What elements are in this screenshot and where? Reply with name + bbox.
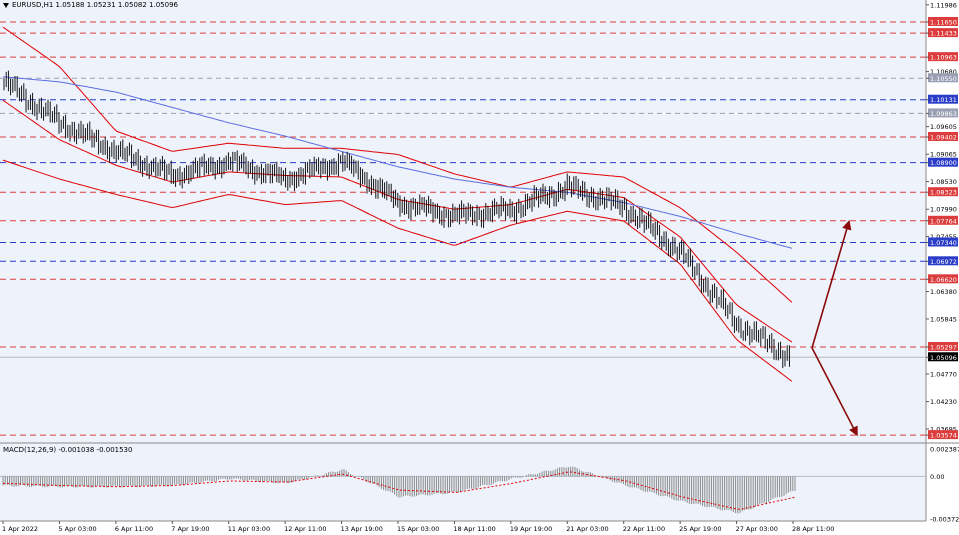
price-label-26: 1.03695 — [930, 425, 957, 433]
price-label-7: 1.09863 — [930, 110, 957, 118]
price-label-23: 1.05096 — [930, 354, 957, 362]
price-label-12: 1.08530 — [930, 178, 957, 186]
time-label-14: 28 Apr 11:00 — [792, 525, 834, 533]
price-label-6: 1.10131 — [930, 96, 957, 104]
macd-signal-line — [2, 471, 796, 510]
price-tag-bg-9 — [928, 131, 958, 141]
price-label-27: 1.03574 — [930, 432, 957, 440]
macd-header: MACD(12,26,9) -0.001038 -0.001530 — [3, 446, 132, 454]
price-label-14: 1.07990 — [930, 206, 957, 214]
time-label-10: 21 Apr 03:00 — [566, 525, 608, 533]
macd-header-text: MACD(12,26,9) -0.001038 -0.001530 — [3, 446, 133, 454]
price-tag-bg-6 — [928, 94, 958, 104]
support-resistance-levels — [0, 21, 926, 436]
price-tag-bg-5 — [928, 73, 958, 83]
price-label-2: 1.11433 — [930, 30, 957, 38]
price-label-15: 1.07764 — [930, 217, 957, 225]
up-projection-arrow — [811, 219, 852, 349]
price-label-25: 1.04230 — [930, 398, 957, 406]
time-label-5: 12 Apr 11:00 — [284, 525, 326, 533]
time-label-1: 5 Apr 03:00 — [58, 525, 96, 533]
price-tag-bg-15 — [928, 215, 958, 225]
price-label-3: 1.10963 — [930, 54, 957, 62]
price-label-20: 1.06380 — [930, 288, 957, 296]
symbol-ohlc-text: EURUSD,H1 1.05188 1.05231 1.05082 1.0509… — [12, 1, 178, 9]
price-tag-bg-11 — [928, 157, 958, 167]
price-tag-bg-19 — [928, 274, 958, 284]
macd-scale-label-1: 0.00 — [930, 473, 944, 481]
time-axis[interactable]: 1 Apr 2022 5 Apr 03:00 6 Apr 11:00 7 Apr 19… — [2, 521, 834, 533]
price-label-1: 1.11650 — [930, 18, 957, 26]
price-tag-bg-2 — [928, 28, 958, 38]
price-candles — [3, 70, 790, 369]
time-label-0: 1 Apr 2022 — [2, 525, 38, 533]
price-label-17: 1.07340 — [930, 239, 957, 247]
price-label-11: 1.08900 — [930, 159, 957, 167]
price-tag-bg-18 — [928, 256, 958, 266]
price-label-22: 1.05297 — [930, 343, 957, 351]
price-tag-bg-17 — [928, 237, 958, 247]
price-scale[interactable]: 1.11986 1.11650 1.11433 1.10963 1.106801.105… — [926, 1, 959, 524]
price-label-13: 1.08323 — [930, 189, 957, 197]
time-label-13: 27 Apr 03:00 — [736, 525, 778, 533]
main-plot-background — [0, 0, 926, 443]
macd-indicator — [0, 466, 926, 514]
price-tag-bg-22 — [928, 341, 958, 351]
price-label-16: 1.07455 — [930, 233, 957, 241]
price-label-10: 1.09065 — [930, 151, 957, 159]
price-label-24: 1.04770 — [930, 370, 957, 378]
moving-average-line — [2, 76, 793, 249]
price-label-9: 1.09402 — [930, 133, 957, 141]
price-tag-bg-13 — [928, 187, 958, 197]
projection-arrows[interactable] — [811, 219, 858, 437]
price-label-21: 1.05845 — [930, 315, 957, 323]
time-label-9: 19 Apr 19:00 — [510, 525, 552, 533]
price-label-4: 1.10680 — [930, 68, 957, 76]
price-label-18: 1.06972 — [930, 258, 957, 266]
time-label-12: 25 Apr 19:00 — [679, 525, 721, 533]
symbol-ohlc-header: EURUSD,H1 1.05188 1.05231 1.05082 1.0509… — [3, 1, 178, 9]
time-label-7: 15 Apr 03:00 — [397, 525, 439, 533]
price-label-0: 1.11986 — [930, 1, 957, 9]
time-label-8: 18 Apr 11:00 — [453, 525, 495, 533]
down-projection-arrow — [811, 347, 858, 437]
price-tag-bg-3 — [928, 52, 958, 62]
time-label-3: 7 Apr 19:00 — [171, 525, 209, 533]
price-tag-bg-27 — [928, 430, 958, 440]
price-label-5: 1.10550 — [930, 75, 957, 83]
time-label-11: 22 Apr 11:00 — [623, 525, 665, 533]
time-label-4: 11 Apr 03:00 — [228, 525, 270, 533]
price-tag-bg-1 — [928, 16, 958, 26]
price-tag-bg-7 — [928, 108, 958, 118]
time-label-2: 6 Apr 11:00 — [115, 525, 153, 533]
moving-average — [2, 76, 793, 249]
band-lower-line — [2, 159, 793, 382]
price-label-19: 1.06620 — [930, 276, 957, 284]
time-label-6: 13 Apr 19:00 — [341, 525, 383, 533]
price-label-8: 1.09605 — [930, 123, 957, 131]
time-axis-background — [0, 521, 926, 535]
macd-scale-label-0: 0.002387 — [930, 446, 959, 454]
band-upper-line — [2, 26, 793, 303]
price-tag-bg-23 — [928, 352, 958, 362]
dropdown-triangle-icon[interactable] — [3, 2, 9, 8]
